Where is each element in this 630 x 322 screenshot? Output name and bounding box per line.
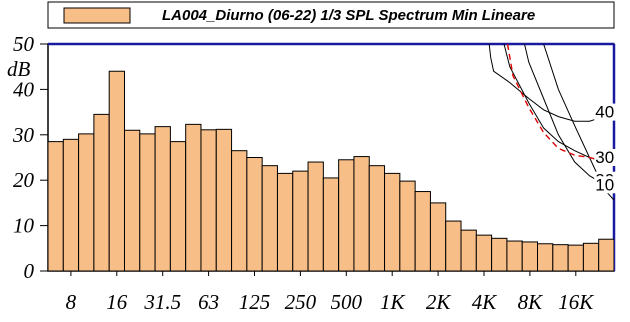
spectrum-bar bbox=[538, 244, 553, 271]
curve-label: 30 bbox=[595, 148, 614, 167]
spectrum-bar bbox=[201, 130, 216, 271]
spectrum-bar bbox=[94, 114, 109, 271]
reference-curve-labels: 40302010 bbox=[594, 103, 616, 195]
spectrum-bar bbox=[140, 134, 155, 271]
x-tick-label: 16K bbox=[558, 290, 594, 314]
spectrum-bar bbox=[430, 203, 445, 271]
y-tick-label: 10 bbox=[13, 214, 35, 238]
x-tick-label: 63 bbox=[198, 290, 219, 314]
x-tick-label: 4K bbox=[472, 290, 498, 314]
x-tick-label: 1K bbox=[380, 290, 406, 314]
spectrum-bar bbox=[79, 134, 94, 271]
spectrum-bar bbox=[385, 173, 400, 271]
spectrum-bar bbox=[186, 124, 201, 271]
spectrum-bar bbox=[308, 162, 323, 271]
y-axis-label: dB bbox=[7, 57, 31, 81]
x-tick-label: 125 bbox=[239, 290, 271, 314]
y-tick-label: 0 bbox=[24, 259, 35, 283]
legend-swatch bbox=[64, 8, 130, 23]
spectrum-bar bbox=[583, 243, 598, 271]
spectrum-bar bbox=[247, 158, 262, 272]
spectrum-bar bbox=[522, 242, 537, 271]
spectrum-bar bbox=[461, 230, 476, 271]
y-tick-label: 30 bbox=[12, 123, 35, 147]
spectrum-bar bbox=[323, 178, 338, 271]
y-tick-label: 40 bbox=[13, 77, 35, 101]
spectrum-bar bbox=[293, 171, 308, 271]
spectrum-bar bbox=[492, 238, 507, 271]
spectrum-bar bbox=[48, 142, 63, 271]
spectrum-bar bbox=[109, 71, 124, 271]
spectrum-bar bbox=[369, 166, 384, 271]
spectrum-bar bbox=[170, 142, 185, 271]
spectrum-bar bbox=[476, 235, 491, 271]
x-tick-label: 8K bbox=[518, 290, 544, 314]
y-tick-label: 20 bbox=[13, 168, 35, 192]
spectrum-bar bbox=[507, 241, 522, 271]
x-tick-label: 31.5 bbox=[143, 290, 181, 314]
spectrum-bar bbox=[415, 192, 430, 271]
x-axis: 8 16 31.5 63 125 250 500 1K 2K 4K 8K 16K bbox=[66, 271, 595, 314]
spectrum-bar bbox=[216, 129, 231, 271]
spectrum-bar bbox=[553, 245, 568, 271]
x-tick-label: 500 bbox=[331, 290, 363, 314]
y-tick-label: 50 bbox=[13, 32, 35, 56]
x-tick-label: 16 bbox=[106, 290, 128, 314]
spectrum-bar bbox=[124, 130, 139, 271]
x-tick-label: 2K bbox=[426, 290, 452, 314]
spectrum-bar bbox=[568, 245, 583, 271]
curve-label: 40 bbox=[595, 103, 614, 122]
spectrum-bar bbox=[446, 221, 461, 271]
spectrum-bar bbox=[400, 181, 415, 271]
spectrum-bar bbox=[232, 151, 247, 271]
curve-label: 10 bbox=[595, 175, 614, 194]
x-tick-label: 250 bbox=[285, 290, 317, 314]
spectrum-bar bbox=[339, 160, 354, 271]
spectrum-bar bbox=[277, 173, 292, 271]
legend-label: LA004_Diurno (06-22) 1/3 SPL Spectrum Mi… bbox=[162, 7, 535, 24]
spectrum-bar bbox=[155, 127, 170, 271]
spectrum-bar bbox=[354, 157, 369, 271]
x-tick-label: 8 bbox=[66, 290, 77, 314]
spectrum-bar bbox=[262, 166, 277, 271]
spectrum-bar bbox=[63, 139, 78, 271]
spectrum-bar bbox=[599, 239, 614, 271]
